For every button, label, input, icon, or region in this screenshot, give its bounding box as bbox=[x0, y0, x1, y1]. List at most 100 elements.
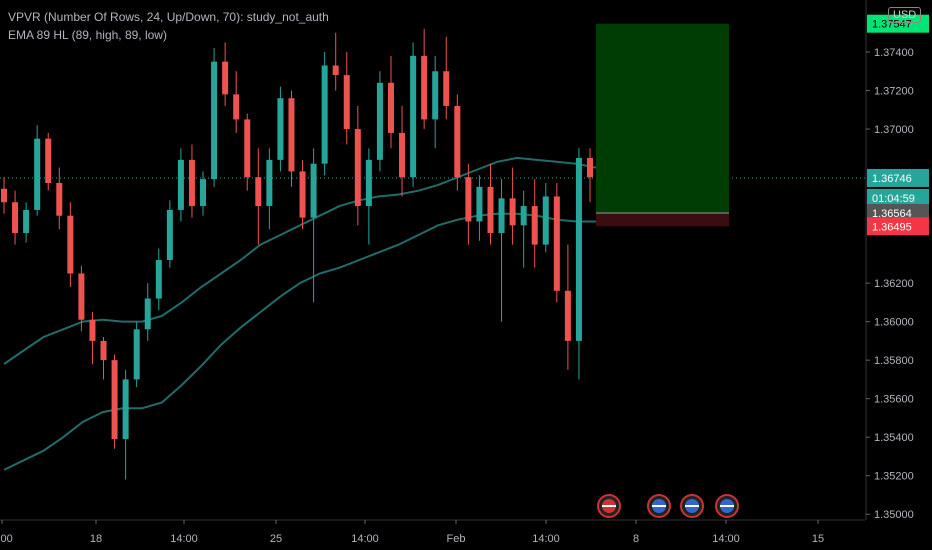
candle-body bbox=[575, 157, 582, 341]
price-badge-label: 1.36564 bbox=[872, 208, 912, 220]
candle-body bbox=[410, 55, 417, 178]
candle-body bbox=[144, 298, 151, 330]
candle-body bbox=[34, 138, 41, 210]
candle-body bbox=[277, 98, 284, 160]
candlestick-series bbox=[1, 28, 593, 480]
position-profit-zone bbox=[596, 23, 729, 214]
candle-body bbox=[200, 179, 207, 207]
candle-body bbox=[365, 159, 372, 207]
candle-body bbox=[122, 379, 129, 440]
candle-body bbox=[111, 360, 118, 440]
time-tick-label: 25 bbox=[270, 533, 282, 545]
price-badge-label: 01:04:59 bbox=[872, 193, 915, 205]
price-tick-label: 1.35600 bbox=[874, 394, 914, 406]
currency-button[interactable]: USD bbox=[888, 7, 922, 23]
event-flag-icon bbox=[680, 494, 704, 518]
candle-body bbox=[310, 163, 317, 218]
time-tick-label: 14:00 bbox=[712, 533, 740, 545]
candle-body bbox=[553, 196, 560, 291]
candle-body bbox=[387, 82, 394, 133]
price-tick-label: 1.35000 bbox=[874, 509, 914, 521]
price-tick-label: 1.35800 bbox=[874, 355, 914, 367]
time-tick-label: 14:00 bbox=[170, 533, 198, 545]
long-position-tool[interactable] bbox=[596, 23, 729, 227]
price-badge bbox=[867, 168, 929, 187]
candle-body bbox=[454, 105, 461, 178]
price-badge bbox=[867, 188, 929, 207]
candle-body bbox=[531, 206, 538, 245]
candle-body bbox=[188, 159, 195, 207]
time-tick-label: 18 bbox=[90, 533, 102, 545]
candle-body bbox=[465, 177, 472, 222]
time-tick-label: 4:00 bbox=[0, 533, 13, 545]
candle-body bbox=[487, 186, 494, 234]
candle-body bbox=[255, 177, 262, 207]
candle-body bbox=[376, 82, 383, 160]
event-flag-icon bbox=[715, 494, 739, 518]
candle-body bbox=[266, 159, 273, 207]
candle-body bbox=[133, 329, 140, 380]
candle-body bbox=[432, 71, 439, 120]
candle-body bbox=[67, 215, 74, 274]
candle-body bbox=[288, 98, 295, 172]
price-tick-label: 1.35400 bbox=[874, 432, 914, 444]
price-badge-label: 1.37547 bbox=[872, 19, 912, 31]
candle-body bbox=[56, 182, 63, 216]
economic-events[interactable] bbox=[597, 494, 739, 518]
candle-body bbox=[476, 186, 483, 222]
candle-body bbox=[222, 61, 229, 95]
candle-body bbox=[421, 55, 428, 120]
legend-ema[interactable]: EMA 89 HL (89, high, 89, low) bbox=[8, 28, 167, 42]
time-tick-label: Feb bbox=[447, 533, 466, 545]
price-badge bbox=[867, 14, 929, 33]
ema-high-line bbox=[3, 156, 597, 365]
indicator-legend: VPVR (Number Of Rows, 24, Up/Down, 70): … bbox=[8, 8, 329, 44]
candle-body bbox=[520, 206, 527, 226]
candle-body bbox=[89, 319, 96, 341]
candle-body bbox=[498, 198, 505, 234]
position-loss-zone bbox=[596, 213, 729, 227]
price-badge-label: 1.36746 bbox=[872, 173, 912, 185]
price-badge-label: 1.36495 bbox=[872, 221, 912, 233]
ema-low-line bbox=[3, 212, 596, 471]
time-tick-label: 15 bbox=[812, 533, 824, 545]
candle-body bbox=[177, 159, 184, 210]
candle-body bbox=[542, 196, 549, 245]
time-tick-label: 14:00 bbox=[351, 533, 379, 545]
candle-body bbox=[233, 94, 240, 120]
candle-body bbox=[299, 171, 306, 218]
time-tick-label: 8 bbox=[633, 533, 639, 545]
time-axis[interactable]: 4:00 18 14:00 25 14:00 Feb 14:00 8 14:00 15 bbox=[0, 519, 865, 545]
time-tick-label: 14:00 bbox=[532, 533, 560, 545]
candle-body bbox=[23, 209, 30, 234]
candle-body bbox=[12, 202, 19, 234]
candle-body bbox=[587, 157, 593, 178]
legend-vpvr[interactable]: VPVR (Number Of Rows, 24, Up/Down, 70): … bbox=[8, 10, 329, 24]
event-flag-icon bbox=[597, 494, 621, 518]
price-axis[interactable]: 1.35000 1.35200 1.35400 1.35600 1.35800 1.360… bbox=[865, 0, 929, 521]
candle-body bbox=[443, 71, 450, 106]
candle-body bbox=[45, 138, 52, 183]
price-tick-label: 1.37000 bbox=[874, 124, 914, 136]
candle-body bbox=[399, 132, 406, 178]
candle-body bbox=[354, 129, 361, 207]
candle-body bbox=[100, 340, 107, 361]
ema-lines bbox=[3, 156, 597, 471]
candle-body bbox=[244, 119, 251, 178]
candle-body bbox=[78, 273, 85, 320]
price-badge bbox=[867, 217, 929, 236]
price-tick-label: 1.36000 bbox=[874, 317, 914, 329]
event-flag-icon bbox=[647, 494, 671, 518]
candle-body bbox=[166, 209, 173, 260]
price-tick-label: 1.37200 bbox=[874, 86, 914, 98]
price-tick-label: 1.35200 bbox=[874, 471, 914, 483]
price-tick-label: 1.36200 bbox=[874, 278, 914, 290]
candle-body bbox=[564, 290, 571, 341]
candle-body bbox=[343, 75, 350, 130]
candle-body bbox=[332, 65, 339, 76]
price-tick-label: 1.37400 bbox=[874, 47, 914, 59]
candle-body bbox=[155, 260, 162, 299]
candle-body bbox=[1, 188, 7, 203]
candle-body bbox=[509, 198, 516, 226]
